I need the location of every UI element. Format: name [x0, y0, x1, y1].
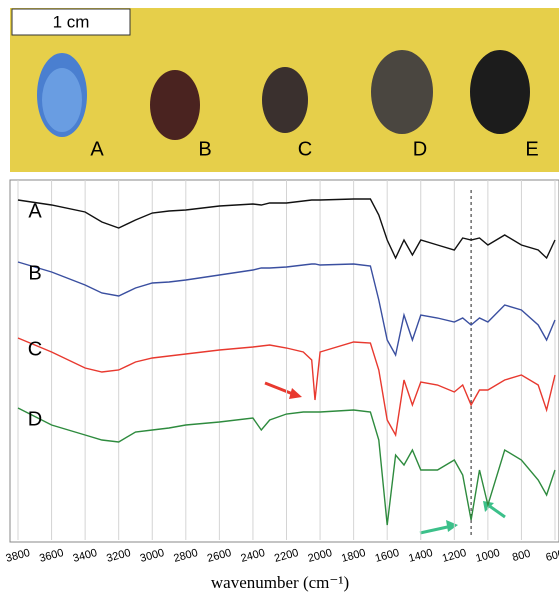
series-label: A — [28, 200, 42, 222]
x-axis-title: wavenumber (cm⁻¹) — [211, 573, 349, 592]
scale-label: 1 cm — [53, 12, 90, 31]
x-tick-label: 600 — [545, 548, 559, 564]
scale-bar — [11, 8, 131, 36]
x-tick-label: 3200 — [105, 547, 132, 565]
beetle — [262, 67, 308, 133]
spectrum-line — [17, 407, 556, 526]
x-tick-label: 2200 — [273, 547, 300, 565]
spectrum-line — [17, 261, 556, 357]
x-tick-label: 2800 — [172, 547, 199, 565]
specimen-label: C — [298, 138, 312, 160]
x-tick-label: 3800 — [5, 547, 32, 565]
x-tick-label: 2600 — [206, 547, 233, 565]
x-tick-label: 2400 — [240, 547, 267, 565]
specimen-label: E — [525, 138, 538, 160]
x-tick-label: 1800 — [340, 547, 367, 565]
x-tick-label: 1200 — [441, 547, 468, 565]
specimen-label: A — [90, 138, 104, 160]
arrow-head — [446, 520, 458, 532]
x-tick-label: 1000 — [474, 547, 501, 565]
series-label: D — [28, 408, 42, 430]
x-tick-label: 3400 — [72, 547, 99, 565]
annotation-arrow — [419, 524, 453, 535]
plot-frame — [9, 179, 559, 543]
spectrum-line — [17, 198, 556, 260]
series-label: B — [28, 262, 41, 284]
x-tick-label: 3600 — [38, 547, 65, 565]
series-label: C — [28, 338, 42, 360]
x-tick-label: 2000 — [307, 547, 334, 565]
beetle — [371, 50, 433, 134]
x-tick-label: 3000 — [139, 547, 166, 565]
x-tick-label: 1600 — [374, 547, 401, 565]
beetle — [470, 50, 530, 134]
arrow-head — [289, 388, 302, 399]
arrow-head — [483, 501, 494, 512]
photo: 1 cm — [10, 8, 559, 172]
annotation-arrow — [487, 503, 506, 519]
x-tick-label: 800 — [511, 548, 532, 564]
plot — [9, 179, 559, 543]
beetle — [150, 70, 200, 140]
specimen-label: D — [413, 138, 427, 160]
beetle-shine — [42, 68, 82, 132]
spectrum-line — [17, 337, 556, 438]
specimen-label: B — [198, 138, 211, 160]
x-tick-label: 1400 — [407, 547, 434, 565]
